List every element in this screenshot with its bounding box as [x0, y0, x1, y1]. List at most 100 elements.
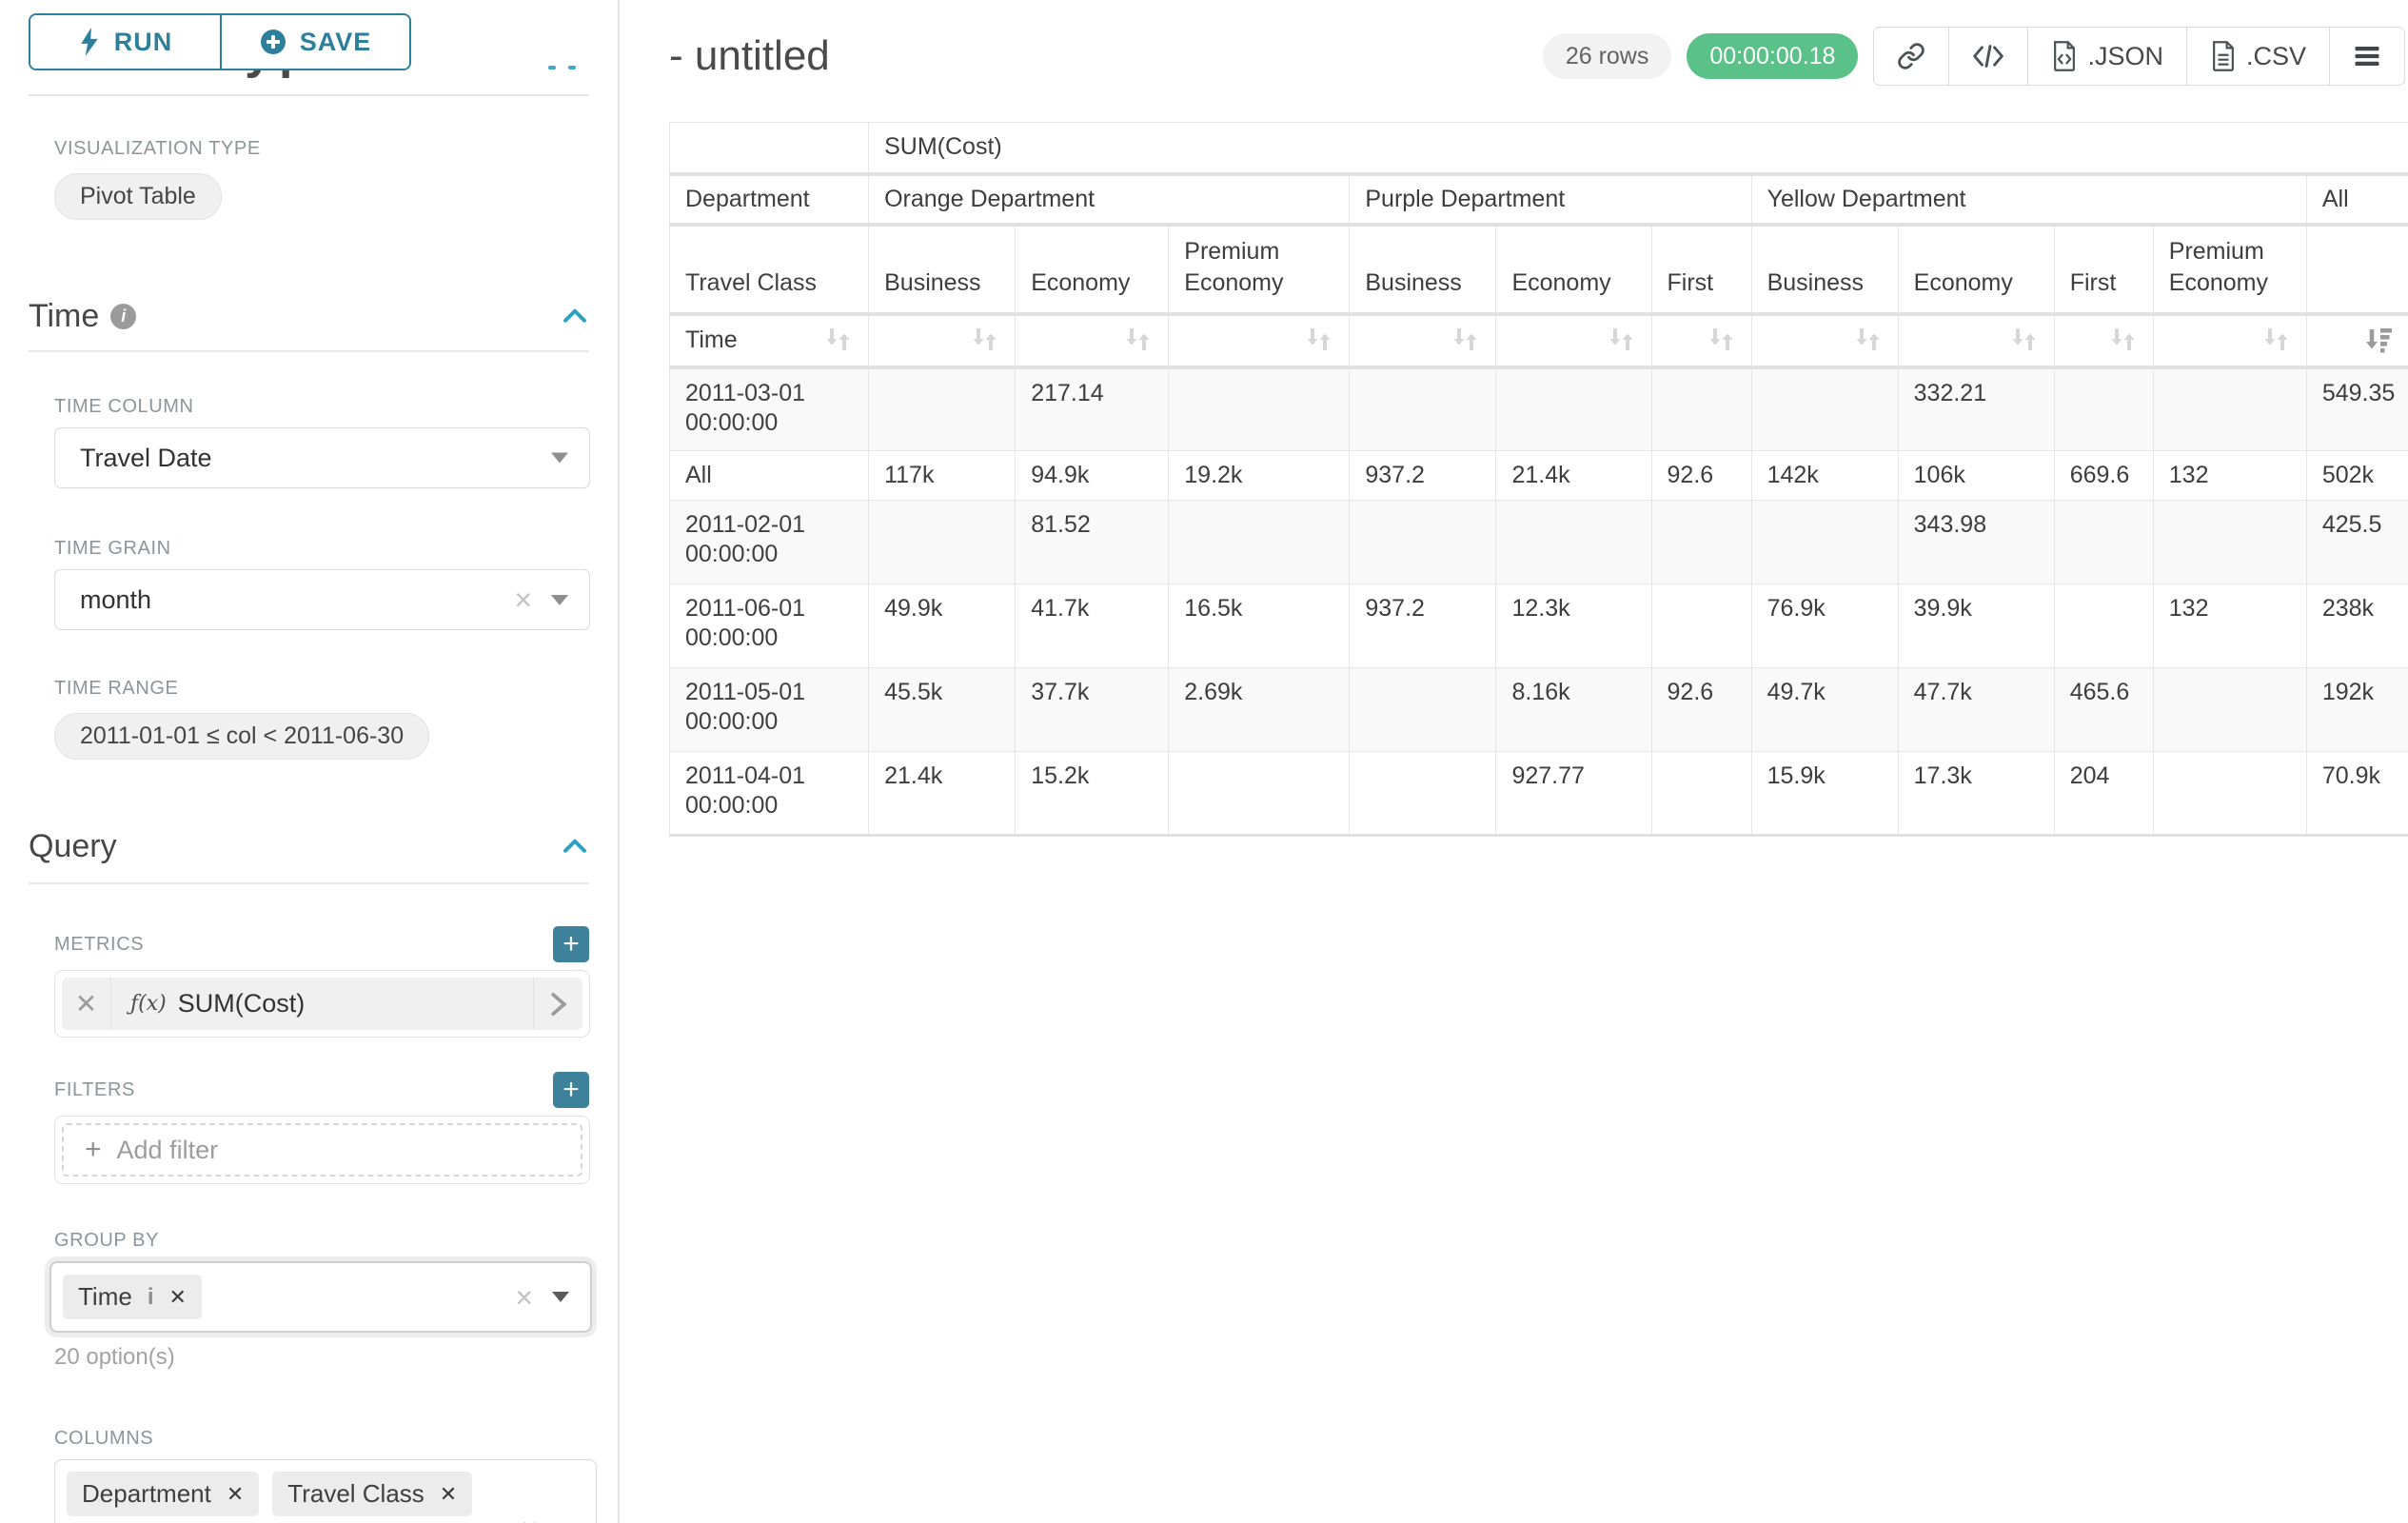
table-cell: 204	[2053, 751, 2154, 836]
file-text-icon	[2213, 41, 2234, 71]
column-sort-cell[interactable]	[1897, 313, 2055, 367]
export-json-button[interactable]: .JSON	[2027, 28, 2186, 85]
column-sort-cell[interactable]	[1750, 313, 1899, 367]
table-row: 2011-04-01 00:00:00 21.4k 15.2k 927.77 15.9k…	[668, 751, 2408, 836]
remove-chip-icon[interactable]: ✕	[439, 1481, 458, 1506]
pivot-table-container: SUM(Cost) Department Orange Department P…	[668, 122, 2408, 837]
export-csv-button[interactable]: .CSV	[2185, 28, 2329, 85]
remove-chip-icon[interactable]: ✕	[168, 1284, 187, 1309]
save-button[interactable]: SAVE	[220, 15, 409, 69]
class-header: Premium Economy	[1168, 224, 1351, 314]
group-header-yellow: Yellow Department	[1750, 173, 2307, 225]
metric-chip[interactable]: ✕ ƒ(x) SUM(Cost)	[62, 978, 582, 1030]
table-cell	[1750, 366, 1899, 451]
visualization-type-label: VISUALIZATION TYPE	[54, 138, 261, 159]
columns-chip-department[interactable]: Department ✕	[67, 1472, 260, 1516]
clear-icon[interactable]: ×	[521, 1513, 539, 1523]
sort-arrows-icon[interactable]	[2262, 326, 2291, 356]
time-column-select[interactable]: Travel Date	[54, 427, 590, 488]
info-icon: i	[110, 304, 137, 329]
table-cell	[1495, 500, 1652, 584]
class-header: Business	[868, 224, 1016, 314]
table-row: 2011-02-01 00:00:00 81.52 343.98 425.5	[668, 500, 2408, 584]
time-sort-cell[interactable]: Time	[668, 313, 870, 367]
query-section-header: Query	[29, 828, 589, 865]
remove-chip-icon[interactable]: ✕	[226, 1481, 245, 1506]
clipped-icon-dot	[548, 66, 556, 69]
time-grain-label: TIME GRAIN	[54, 538, 171, 559]
chevron-up-icon[interactable]	[561, 303, 589, 331]
table-cell	[2152, 500, 2307, 584]
sort-arrows-icon[interactable]	[1854, 326, 1883, 356]
visualization-type-value[interactable]: Pivot Table	[54, 173, 222, 220]
sort-arrows-icon[interactable]	[971, 326, 999, 356]
table-cell: 332.21	[1897, 366, 2055, 451]
control-panel: Chart Type RUN SAVE VISUALIZATION T	[0, 0, 620, 1523]
table-cell: 465.6	[2053, 667, 2154, 752]
group-by-select[interactable]: Time i ✕ ×	[49, 1261, 592, 1333]
table-cell	[1650, 583, 1752, 668]
sort-arrows-icon[interactable]	[1707, 326, 1736, 356]
column-sort-cell[interactable]	[1349, 313, 1497, 367]
group-by-chip-time[interactable]: Time i ✕	[63, 1275, 202, 1319]
sort-arrows-icon[interactable]	[2010, 326, 2039, 356]
sort-arrows-icon[interactable]	[2109, 326, 2138, 356]
column-sort-cell[interactable]	[1495, 313, 1652, 367]
group-header-purple: Purple Department	[1349, 173, 1752, 225]
table-row: 2011-05-01 00:00:00 45.5k 37.7k 2.69k 8.16k 9…	[668, 667, 2408, 752]
export-button-group: .JSON .CSV	[1873, 27, 2405, 86]
column-sort-cell[interactable]	[868, 313, 1016, 367]
divider	[29, 350, 589, 352]
sort-amount-desc-icon[interactable]	[2364, 326, 2393, 356]
add-metric-button[interactable]: +	[553, 926, 589, 962]
pivot-table-body: 2011-03-01 00:00:00 217.14 332.21 549.35 All…	[668, 366, 2408, 836]
corner-cell	[668, 122, 870, 174]
add-filter-button[interactable]: + Add filter	[62, 1123, 582, 1177]
metric-header: SUM(Cost)	[868, 122, 2408, 174]
sort-arrows-icon[interactable]	[1608, 326, 1636, 356]
class-header-all	[2305, 224, 2408, 314]
table-cell: 132	[2152, 450, 2307, 501]
column-sort-cell[interactable]	[1015, 313, 1170, 367]
table-cell: 21.4k	[868, 751, 1016, 836]
sort-header-row: Time	[668, 313, 2408, 367]
run-save-button-group: RUN SAVE	[29, 13, 411, 70]
column-sort-cell[interactable]	[1168, 313, 1351, 367]
remove-metric-icon[interactable]: ✕	[62, 978, 111, 1030]
query-section-title: Query	[29, 828, 117, 864]
time-grain-select[interactable]: month ×	[54, 569, 590, 630]
clear-icon[interactable]: ×	[514, 583, 532, 617]
add-filter-plus-button[interactable]: +	[553, 1072, 589, 1108]
column-sort-cell-active[interactable]	[2305, 313, 2408, 367]
columns-select[interactable]: Department ✕ Travel Class ✕ ×	[54, 1459, 597, 1523]
time-section-header: Time i	[29, 298, 589, 335]
view-query-button[interactable]	[1948, 28, 2028, 85]
time-range-value[interactable]: 2011-01-01 ≤ col < 2011-06-30	[54, 713, 430, 760]
table-cell: 94.9k	[1015, 450, 1170, 501]
class-header: Business	[1349, 224, 1497, 314]
table-cell	[1168, 500, 1351, 584]
info-icon: i	[147, 1283, 154, 1310]
sort-arrows-icon[interactable]	[824, 326, 853, 356]
sort-arrows-icon[interactable]	[1124, 326, 1153, 356]
chevron-up-icon[interactable]	[561, 833, 589, 861]
table-cell: 45.5k	[868, 667, 1016, 752]
metric-value: SUM(Cost)	[177, 989, 306, 1018]
column-sort-cell[interactable]	[1650, 313, 1752, 367]
table-cell: 15.2k	[1015, 751, 1170, 836]
sort-arrows-icon[interactable]	[1451, 326, 1480, 356]
sort-arrows-icon[interactable]	[1305, 326, 1333, 356]
chevron-right-icon[interactable]	[533, 978, 582, 1030]
column-sort-cell[interactable]	[2152, 313, 2307, 367]
clear-icon[interactable]: ×	[515, 1279, 533, 1315]
column-sort-cell[interactable]	[2053, 313, 2154, 367]
more-options-button[interactable]	[2329, 28, 2404, 85]
copy-link-button[interactable]	[1874, 28, 1949, 85]
file-code-icon	[2054, 41, 2076, 71]
table-cell	[868, 500, 1016, 584]
metrics-control: ✕ ƒ(x) SUM(Cost)	[54, 970, 590, 1038]
row-header-time: 2011-06-01 00:00:00	[668, 583, 870, 668]
time-range-label: TIME RANGE	[54, 678, 179, 699]
run-button[interactable]: RUN	[30, 15, 220, 69]
columns-chip-travel-class[interactable]: Travel Class ✕	[272, 1472, 473, 1516]
